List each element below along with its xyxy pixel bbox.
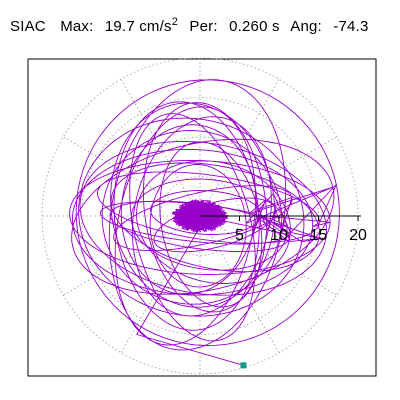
period-value: 0.260 s (229, 18, 280, 35)
angle-label: Ang: (290, 18, 322, 35)
period-label: Per: (189, 18, 218, 35)
radial-tick-labels: 5 10 15 20 (235, 227, 367, 244)
radial-tick-label-20: 20 (349, 227, 367, 244)
radial-axis (200, 215, 361, 221)
angle-value: -74.3 (333, 18, 369, 35)
max-label: Max: (60, 18, 94, 35)
radial-tick-label-5: 5 (235, 227, 244, 244)
station-code: SIAC (10, 18, 46, 35)
trace-end-marker (240, 362, 247, 369)
motion-trace (69, 79, 340, 366)
max-unit-exponent: 2 (171, 16, 179, 28)
plot-frame (27, 58, 377, 377)
chart-header: SIAC Max: 19.7 cm/s2 Per: 0.260 s Ang: -… (10, 16, 369, 35)
radial-tick-label-10: 10 (270, 227, 288, 244)
radial-tick-label-15: 15 (310, 227, 328, 244)
motion-trace-path (69, 79, 340, 366)
max-value: 19.7 cm/s (104, 18, 172, 35)
